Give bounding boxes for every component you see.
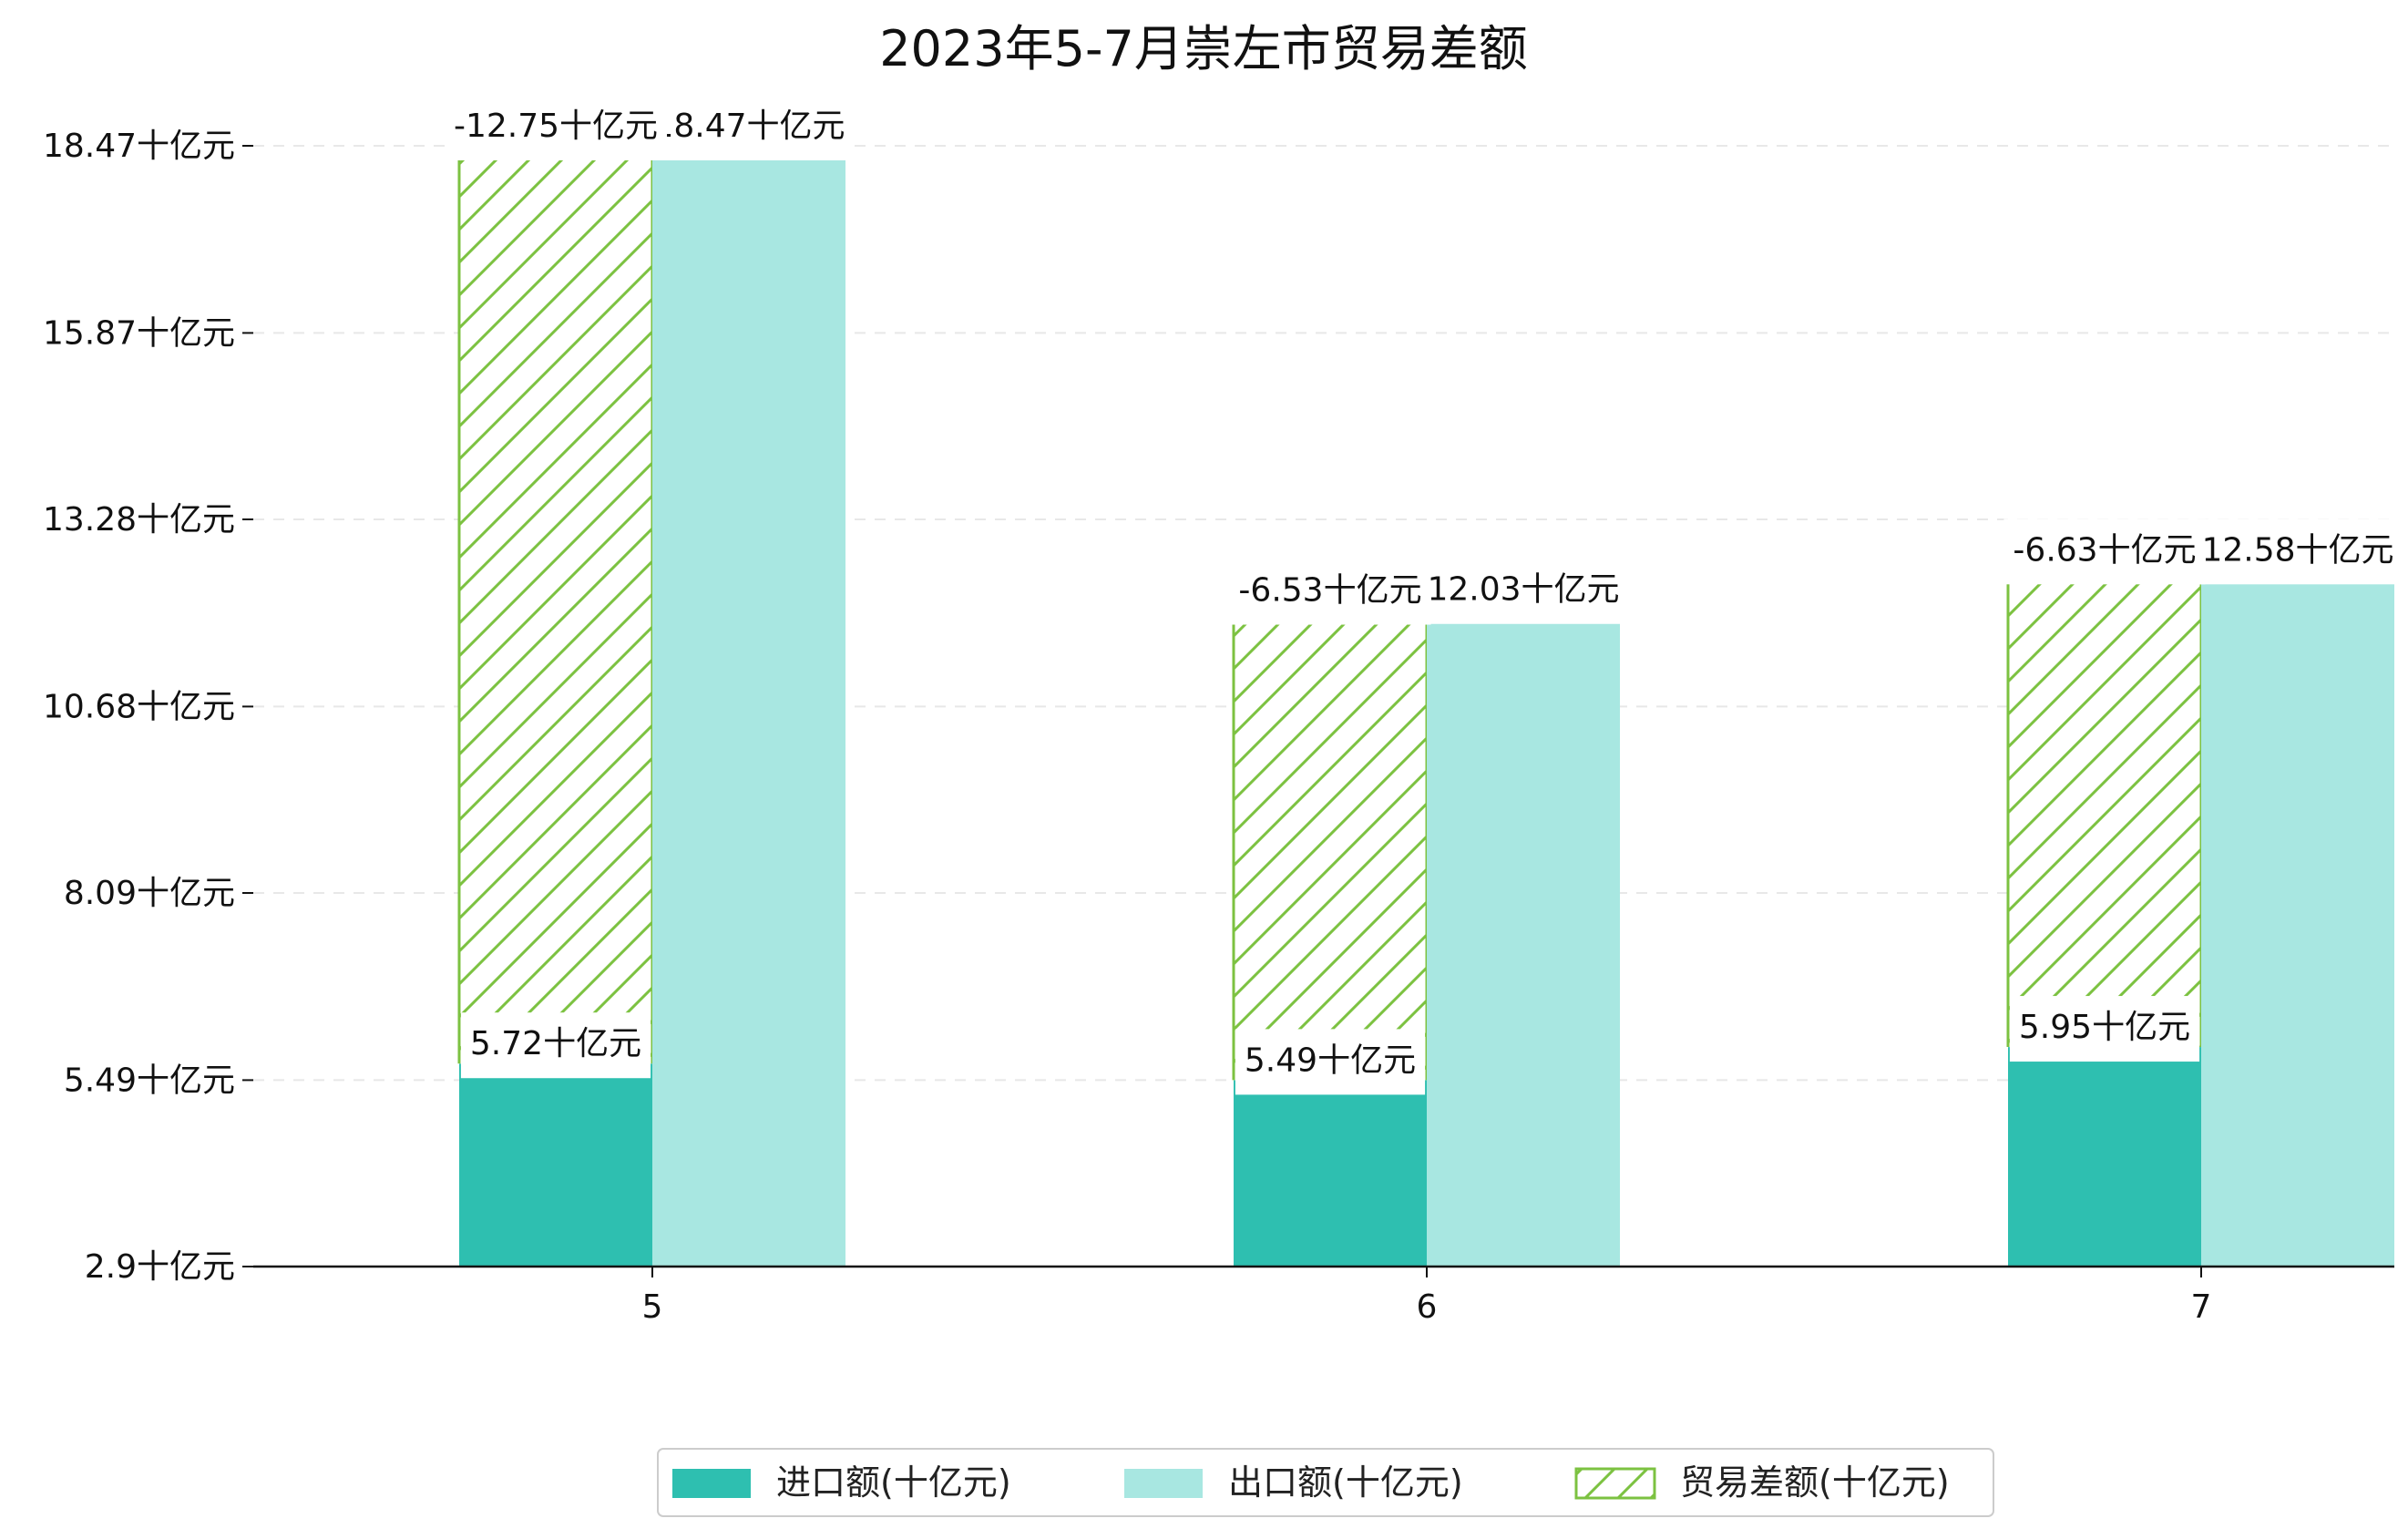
label-balance-box: [2003, 518, 2206, 585]
x-tick-label: 5: [642, 1288, 663, 1326]
legend-label: 出口额(十亿元): [1228, 1462, 1463, 1503]
label-export-box: [1418, 558, 1629, 624]
label-import: 5.72十亿元: [470, 1025, 641, 1062]
legend-swatch-import: [672, 1469, 751, 1498]
label-export: 18.47十亿元: [652, 108, 845, 145]
label-balance: -12.75十亿元: [454, 108, 658, 145]
y-tick-label: 13.28十亿元: [43, 501, 235, 539]
x-tick-label: 6: [1417, 1288, 1438, 1326]
legend-frame: [657, 1448, 1994, 1517]
legend: 进口额(十亿元) 出口额(十亿元) 贸易差额(十亿元): [657, 1448, 1994, 1517]
bar-balance-fill: [1234, 610, 1427, 1081]
legend-swatch-export: [1124, 1469, 1203, 1498]
legend-swatch-balance: [1574, 1467, 1656, 1500]
bar-export: [1427, 609, 1620, 1267]
bars: [457, 144, 2394, 1267]
bar-export: [2201, 569, 2394, 1267]
legend-label: 进口额(十亿元): [776, 1462, 1011, 1503]
y-tick-label: 2.9十亿元: [85, 1248, 235, 1286]
y-tick-label: 8.09十亿元: [64, 875, 235, 912]
bar-export: [652, 146, 845, 1267]
label-import: 5.49十亿元: [1245, 1041, 1416, 1079]
bar-import: [459, 1063, 652, 1267]
label-import-box: [460, 1012, 651, 1079]
chart-title: 2023年5-7月崇左市贸易差额: [879, 20, 1528, 77]
legend-label: 贸易差额(十亿元): [1680, 1462, 1950, 1503]
label-balance-box: [444, 95, 668, 160]
label-import-box: [1235, 1029, 1426, 1095]
y-tick-label: 15.87十亿元: [43, 314, 235, 352]
label-balance: -6.53十亿元: [1238, 572, 1421, 610]
x-tick-label: 7: [2191, 1288, 2212, 1326]
bar-balance-fill: [459, 146, 652, 1064]
label-export-box: [2192, 518, 2403, 585]
label-export-box: [643, 95, 855, 160]
label-balance-box: [1229, 559, 1431, 625]
bar-import: [1234, 1080, 1427, 1267]
label-balance: -6.63十亿元: [2013, 531, 2196, 569]
label-export: 12.03十亿元: [1427, 571, 1619, 609]
label-export: 12.58十亿元: [2201, 531, 2393, 569]
bar-balance-fill: [2008, 569, 2201, 1048]
label-import: 5.95十亿元: [2019, 1009, 2190, 1046]
bar-import: [2008, 1047, 2201, 1267]
y-tick-label: 5.49十亿元: [64, 1062, 235, 1099]
y-tick-label: 18.47十亿元: [43, 128, 235, 165]
y-tick-label: 10.68十亿元: [43, 688, 235, 725]
data-labels: 18.47十亿元-12.75十亿元 5.72十亿元 12.03十亿元-6.53十亿元…: [444, 95, 2403, 1095]
axes: 2.9十亿元 5.49十亿元 8.09十亿元 10.68十亿元 13.28十亿元 15.8…: [43, 128, 2394, 1326]
label-import-box: [2009, 996, 2200, 1062]
